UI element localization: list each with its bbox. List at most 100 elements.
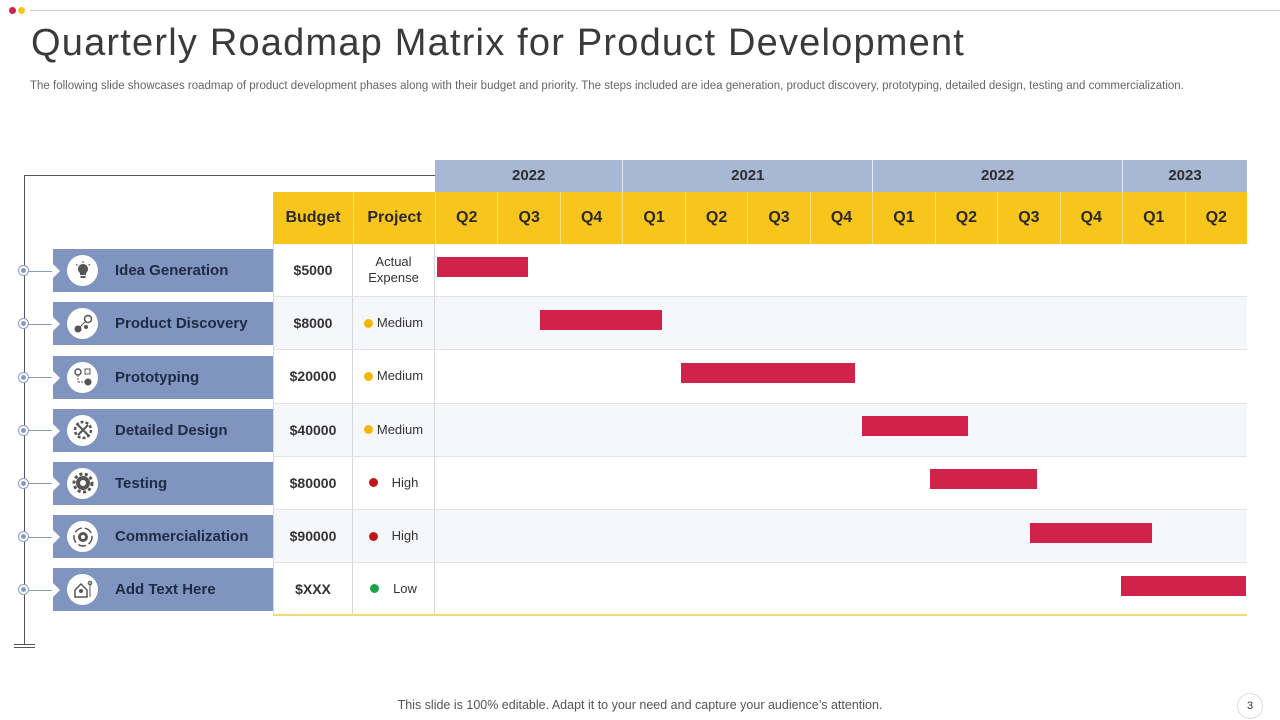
timeline-bar [1120, 575, 1246, 596]
table-row: $5000 Actual Expense [273, 244, 1247, 298]
frame-top-line [24, 175, 435, 176]
timeline-bar [861, 416, 968, 437]
prototype-nodes-icon [67, 361, 98, 393]
phase-label: Product Discovery [115, 315, 248, 333]
timeline-bar [540, 309, 662, 330]
slide-subtitle: The following slide showcases roadmap of… [30, 80, 1184, 92]
timeline-bar [930, 469, 1037, 490]
quarter-header-cell: Q4 [1059, 192, 1122, 244]
timeline-bar [1030, 522, 1153, 543]
timeline-node [18, 584, 29, 596]
table-row: $8000 Medium [273, 297, 1247, 351]
timeline-node [18, 477, 29, 489]
budget-header: Budget [285, 209, 341, 226]
project-label: Medium [376, 315, 424, 331]
slide-title: Quarterly Roadmap Matrix for Product Dev… [31, 22, 966, 64]
budget-cell: $90000 [273, 510, 353, 563]
phase-connector [24, 536, 53, 538]
decor-dot-red [9, 7, 16, 14]
phase-label: Add Text Here [115, 581, 216, 599]
timeline-node [18, 371, 29, 383]
phase-notch [52, 422, 60, 439]
phase-connector [24, 430, 53, 432]
top-divider-line [30, 10, 1280, 11]
budget-cell: $40000 [273, 403, 353, 456]
phase-label-box: Commercialization [52, 515, 273, 559]
page-number: 3 [1237, 693, 1263, 719]
year-header-cell: 2021 [622, 160, 872, 192]
priority-dot-high [368, 531, 378, 541]
frame-base-line [14, 644, 35, 645]
budget-cell: $20000 [273, 350, 353, 403]
project-cell: Medium [353, 297, 435, 350]
priority-dot-low [370, 584, 380, 594]
priority-dot-medium [363, 371, 373, 381]
frame-base-line [14, 647, 35, 648]
timeline-node [18, 424, 29, 436]
quarter-header-row: Budget Project Q2 Q3 Q4 Q1 Q2 Q3 Q4 Q1 Q2 Q3 Q4 Q1 Q… [273, 192, 1247, 244]
phase-label: Detailed Design [115, 421, 228, 439]
phase-label: Testing [115, 474, 168, 492]
table-row: $40000 Medium [273, 403, 1247, 457]
phase-notch [52, 582, 60, 599]
table-row: $XXX Low [273, 563, 1247, 617]
phase-connector [24, 377, 53, 378]
phase-label-box: Idea Generation [52, 249, 273, 293]
quarter-header-cell: Q4 [809, 192, 872, 244]
year-header-row: 2022 2021 2022 2023 [435, 160, 1247, 192]
slide-footer: This slide is 100% editable. Adapt it to… [397, 698, 883, 712]
budget-cell: $XXX [273, 563, 353, 615]
phase-connector [24, 589, 53, 591]
phase-connector [24, 323, 53, 325]
quarter-header-cell: Q1 [1122, 192, 1184, 244]
quarter-header-cell: Q2 [1184, 192, 1247, 244]
priority-dot-medium [363, 318, 373, 328]
table-row: $90000 High [273, 510, 1247, 564]
cycle-target-icon [67, 521, 98, 553]
quarter-header-cell: Q2 [934, 192, 997, 244]
timeline-bar [437, 256, 528, 277]
project-cell: Low [353, 563, 435, 615]
phase-notch [52, 475, 60, 492]
phase-notch [52, 316, 60, 333]
phase-connector [24, 270, 53, 272]
phase-notch [52, 263, 60, 280]
tools-gear-icon [67, 414, 98, 446]
budget-cell: $5000 [273, 244, 353, 297]
phase-notch [52, 529, 60, 546]
phase-notch [52, 369, 60, 386]
budget-cell: $80000 [273, 456, 353, 509]
phase-label-box: Add Text Here [52, 568, 273, 612]
phase-label: Commercialization [115, 528, 249, 546]
quarter-header-cell: Q4 [559, 192, 622, 244]
project-label: High [391, 528, 419, 544]
timeline-node [18, 318, 29, 330]
phase-label: Idea Generation [115, 262, 229, 280]
timeline-bar [680, 362, 856, 383]
year-header-cell: 2022 [512, 167, 546, 184]
project-label: High [391, 474, 419, 490]
quarter-header-cell: Q2 [435, 192, 497, 244]
project-cell: Medium [353, 350, 435, 403]
phase-connector [24, 483, 53, 485]
quarter-header-cell: Q1 [622, 192, 684, 244]
project-label: Low [393, 580, 417, 596]
project-cell: High [353, 456, 435, 509]
phase-label-box: Testing [52, 461, 273, 505]
timeline-node [18, 265, 29, 277]
quarter-header-cell: Q3 [997, 192, 1059, 244]
quarter-header-cell: Q3 [747, 192, 809, 244]
project-cell: Medium [353, 403, 435, 456]
budget-cell: $8000 [273, 297, 353, 350]
lightbulb-icon [67, 255, 98, 287]
year-header-cell: 2023 [1122, 160, 1247, 192]
project-cell: High [353, 510, 435, 563]
year-header-cell: 2022 [872, 160, 1122, 192]
quarter-header-cell: Q1 [872, 192, 934, 244]
timeline-node [18, 531, 29, 543]
project-label: Medium [376, 368, 424, 384]
project-label: Actual Expense [368, 254, 419, 286]
priority-dot-high [368, 478, 378, 488]
phase-label-box: Product Discovery [52, 302, 273, 346]
decor-dot-yellow [18, 7, 25, 14]
